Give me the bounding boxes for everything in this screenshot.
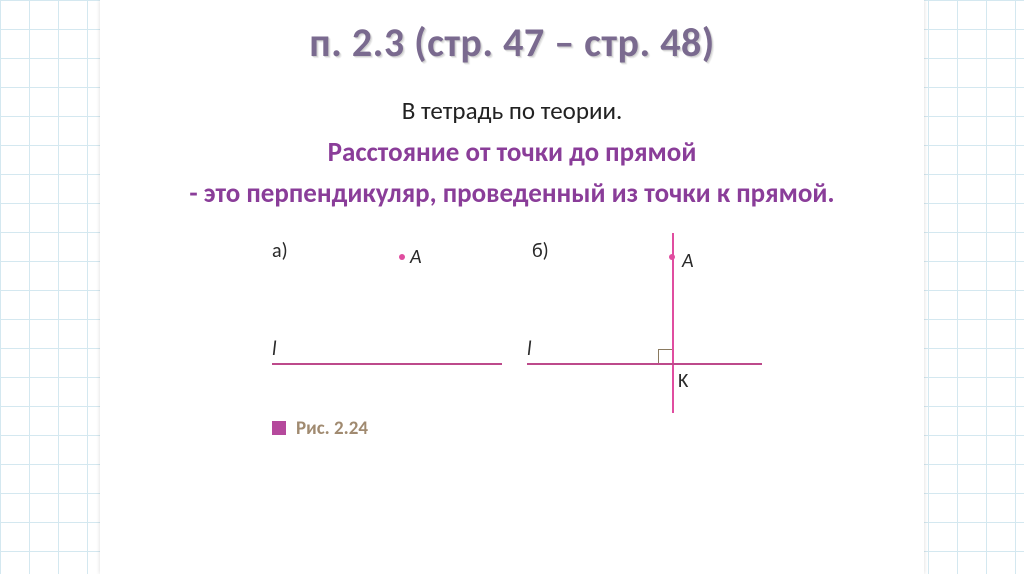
panel-a: а) A l: [252, 233, 512, 413]
line-l-label-a: l: [272, 337, 277, 361]
line-l-b: [527, 363, 762, 365]
figure: а) A l б) A l K Рис. 2.24: [252, 233, 772, 440]
panel-b: б) A l K: [512, 233, 772, 413]
point-a-b: [669, 254, 675, 260]
line-l-a: [272, 363, 502, 365]
point-a-label: A: [410, 245, 422, 269]
caption-square-icon: [272, 421, 286, 435]
figure-caption-row: Рис. 2.24: [252, 417, 772, 440]
foot-label-k: K: [678, 369, 688, 393]
definition-term: Расстояние от точки до прямой: [100, 136, 924, 169]
slide: п. 2.3 (стр. 47 – стр. 48) В тетрадь по …: [100, 0, 924, 574]
point-a: [399, 254, 405, 260]
figure-caption: Рис. 2.24: [296, 417, 368, 440]
figure-panels: а) A l б) A l K: [252, 233, 772, 413]
panel-a-label: а): [272, 239, 288, 263]
panel-b-label: б): [532, 239, 549, 263]
line-l-label-b: l: [527, 337, 532, 361]
section-title: п. 2.3 (стр. 47 – стр. 48): [100, 18, 924, 67]
perpendicular-line: [672, 233, 674, 413]
definition-body: - это перпендикуляр, проведенный из точк…: [100, 177, 924, 211]
point-a-label-b: A: [682, 249, 694, 273]
subtitle: В тетрадь по теории.: [100, 95, 924, 126]
right-angle-marker: [658, 349, 672, 363]
